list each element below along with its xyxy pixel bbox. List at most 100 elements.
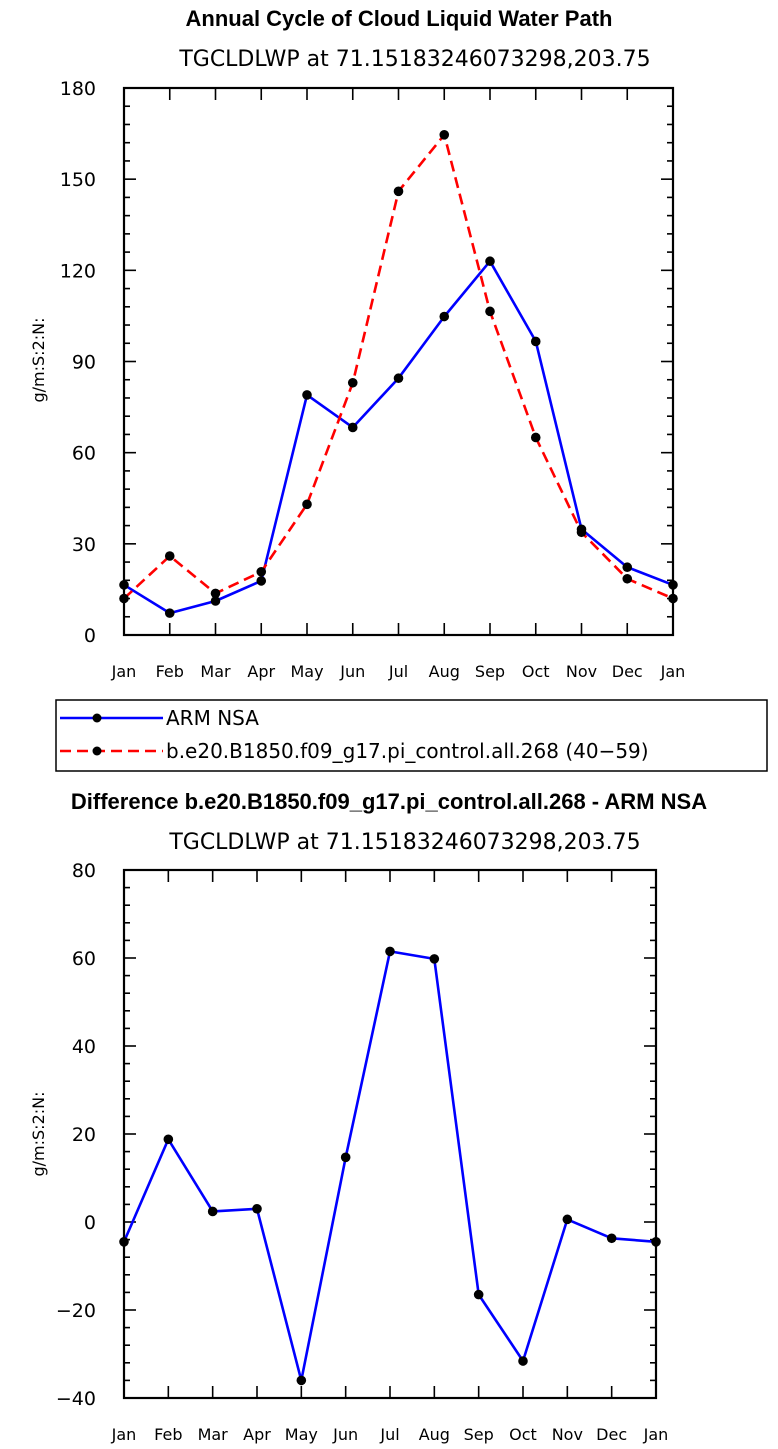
legend-marker-arm-nsa xyxy=(92,713,102,723)
chart-subtitle: TGCLDLWP at 71.15183246073298,203.75 xyxy=(168,830,640,855)
x-tick-label: Jul xyxy=(379,1425,399,1444)
annual-cycle-panel: Annual Cycle of Cloud Liquid Water Path … xyxy=(29,6,685,681)
data-point xyxy=(252,1204,262,1214)
data-point xyxy=(385,946,395,957)
series-line xyxy=(122,950,657,1382)
x-tick-label: Apr xyxy=(243,1425,271,1444)
data-point xyxy=(340,1152,351,1163)
legend-label-model: b.e20.B1850.f09_g17.pi_control.all.268 (… xyxy=(166,739,649,763)
y-tick-label: 180 xyxy=(60,78,96,100)
x-tick-label: Aug xyxy=(419,1425,450,1444)
x-tick-label: Sep xyxy=(475,662,505,681)
legend-box xyxy=(55,699,768,772)
data-point xyxy=(530,336,541,347)
data-point xyxy=(393,373,404,384)
chart-subtitle: TGCLDLWP at 71.15183246073298,203.75 xyxy=(178,47,650,72)
data-point xyxy=(562,1214,573,1225)
data-point xyxy=(622,573,633,584)
data-point xyxy=(622,562,633,573)
y-axis: −40 −20 0 20 40 60 80 xyxy=(56,860,656,1410)
y-tick-label: 60 xyxy=(72,948,96,970)
difference-panel: Difference b.e20.B1850.f09_g17.pi_contro… xyxy=(29,789,707,1444)
y-axis-label: g/m:S:2:N: xyxy=(29,1092,48,1177)
data-point xyxy=(530,432,541,443)
y-tick-label: 30 xyxy=(72,534,96,556)
y-tick-label: 90 xyxy=(72,352,96,374)
legend-label-arm-nsa: ARM NSA xyxy=(166,706,259,730)
x-tick-label: Apr xyxy=(247,662,275,681)
y-tick-label: 40 xyxy=(72,1036,96,1058)
data-point xyxy=(668,580,678,590)
y-axis: 0 30 60 90 120 150 180 xyxy=(60,78,673,647)
chart-title: Annual Cycle of Cloud Liquid Water Path xyxy=(186,6,613,31)
x-tick-label: Dec xyxy=(612,662,643,681)
data-point xyxy=(296,1375,307,1386)
x-tick-label: Mar xyxy=(200,662,231,681)
data-point xyxy=(518,1356,528,1366)
data-point xyxy=(164,608,175,618)
y-tick-label: −40 xyxy=(56,1388,96,1410)
x-tick-label: Jan xyxy=(111,662,137,681)
y-tick-label: −20 xyxy=(56,1300,96,1322)
data-point xyxy=(439,311,450,322)
data-point xyxy=(302,390,312,400)
y-tick-label: 20 xyxy=(72,1124,96,1146)
y-tick-label: 0 xyxy=(84,625,96,647)
chart-title: Difference b.e20.B1850.f09_g17.pi_contro… xyxy=(71,789,707,814)
x-tick-label: Jan xyxy=(660,662,686,681)
data-point xyxy=(576,527,587,538)
y-axis-label: g/m:S:2:N: xyxy=(29,318,48,403)
data-point xyxy=(210,596,221,606)
data-point xyxy=(473,1289,484,1300)
data-point xyxy=(606,1233,617,1244)
data-point xyxy=(119,1237,129,1247)
data-point xyxy=(256,566,267,577)
y-tick-label: 120 xyxy=(60,260,96,282)
data-point xyxy=(393,186,404,197)
data-point xyxy=(485,306,495,317)
x-tick-label: May xyxy=(290,662,323,681)
x-axis: Jan Feb Mar Apr May Jun Jul Aug Sep Oct Nov Dec Jan xyxy=(111,88,686,681)
x-tick-label: Nov xyxy=(552,1425,583,1444)
data-point xyxy=(119,580,129,590)
x-tick-label: Oct xyxy=(509,1425,537,1444)
y-tick-label: 0 xyxy=(84,1212,96,1234)
x-tick-label: Nov xyxy=(566,662,597,681)
data-point xyxy=(485,256,495,267)
x-tick-label: Aug xyxy=(429,662,460,681)
data-point xyxy=(210,588,221,599)
x-tick-label: Dec xyxy=(596,1425,627,1444)
data-point xyxy=(164,551,175,561)
data-point xyxy=(256,576,267,586)
data-point xyxy=(207,1206,218,1217)
x-tick-label: Jun xyxy=(339,662,365,681)
series-line xyxy=(123,259,674,615)
series-line xyxy=(123,133,674,600)
x-tick-label: Jul xyxy=(388,662,408,681)
series-group xyxy=(119,129,678,618)
x-tick-label: Feb xyxy=(156,662,184,681)
x-tick-label: Jan xyxy=(111,1425,137,1444)
data-point xyxy=(119,593,129,604)
x-tick-label: Mar xyxy=(198,1425,229,1444)
data-point xyxy=(668,593,678,604)
data-point xyxy=(302,499,312,510)
y-tick-label: 80 xyxy=(72,860,96,882)
x-tick-label: May xyxy=(285,1425,318,1444)
plot-frame xyxy=(122,86,675,637)
x-axis: Jan Feb Mar Apr May Jun Jul Aug Sep Oct Nov Dec Jan xyxy=(111,870,669,1444)
x-tick-label: Jun xyxy=(332,1425,358,1444)
x-tick-label: Feb xyxy=(154,1425,182,1444)
x-tick-label: Sep xyxy=(464,1425,494,1444)
data-point xyxy=(439,129,450,140)
series-group xyxy=(119,946,661,1386)
data-point xyxy=(347,377,358,388)
y-tick-label: 150 xyxy=(60,169,96,191)
data-point xyxy=(651,1237,661,1247)
x-tick-label: Jan xyxy=(643,1425,669,1444)
x-tick-label: Oct xyxy=(522,662,550,681)
legend-marker-model xyxy=(92,746,102,756)
data-point xyxy=(163,1134,174,1145)
data-point xyxy=(347,422,358,433)
